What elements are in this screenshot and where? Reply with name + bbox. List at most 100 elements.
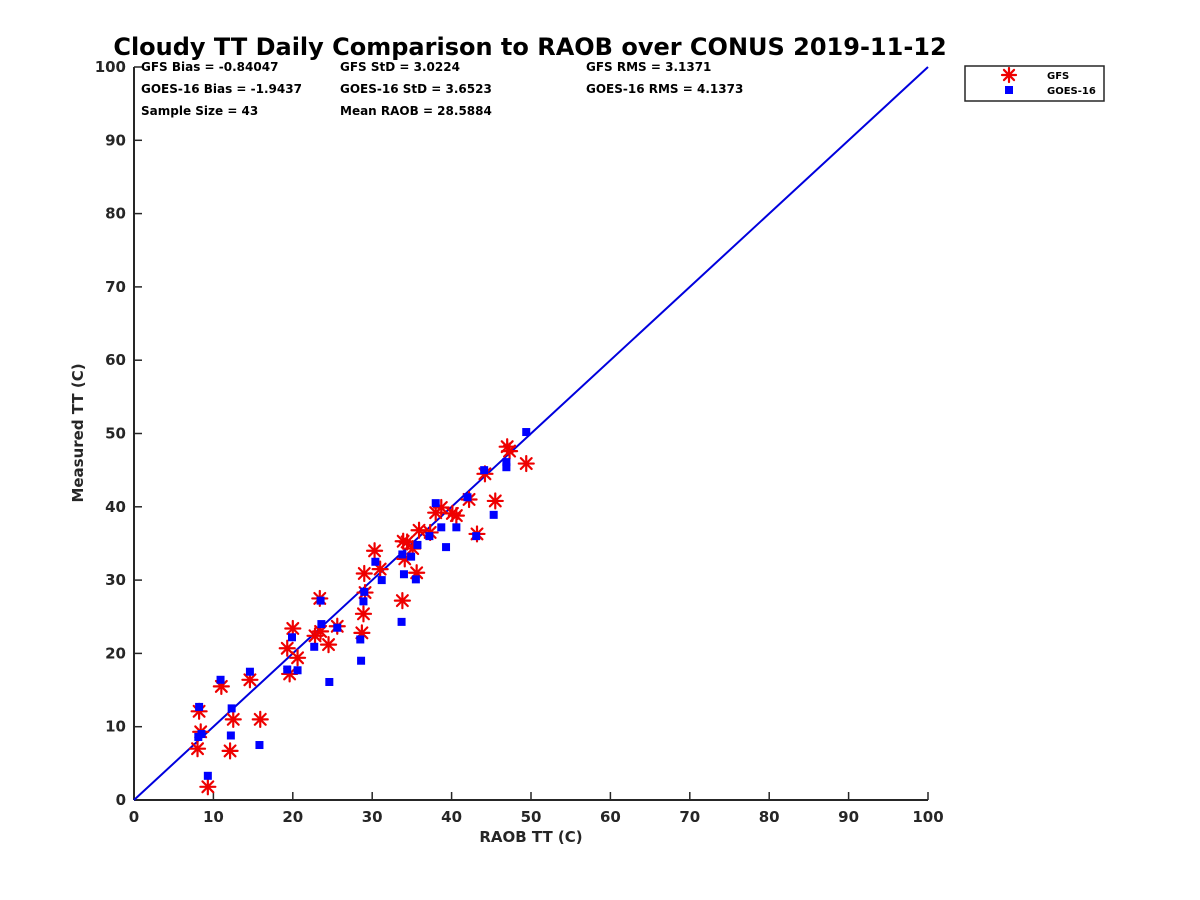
goes-16-point xyxy=(407,552,416,561)
stat-sample-size: Sample Size = 43 xyxy=(141,104,258,118)
y-tick-label: 70 xyxy=(105,278,126,296)
gfs-point xyxy=(221,742,239,760)
gfs-point xyxy=(319,636,338,654)
gfs-point xyxy=(486,492,504,510)
x-tick-label: 80 xyxy=(759,808,780,826)
goes-16-point xyxy=(325,677,334,686)
gfs-point xyxy=(199,778,217,796)
goes-16-point xyxy=(195,702,204,711)
y-tick-label: 40 xyxy=(105,498,126,516)
stat-goes-bias: GOES-16 Bias = -1.9437 xyxy=(141,82,302,96)
goes-16-point xyxy=(377,576,386,585)
x-tick-label: 40 xyxy=(441,808,462,826)
goes-16-point xyxy=(333,623,342,632)
goes-16-point xyxy=(203,771,212,780)
goes-16-point xyxy=(283,665,292,674)
goes-16-point xyxy=(452,523,461,532)
gfs-point xyxy=(188,740,207,758)
goes-16-point xyxy=(316,596,325,605)
legend-gfs-label: GFS xyxy=(1047,71,1069,82)
y-tick-label: 80 xyxy=(105,205,126,223)
x-tick-label: 20 xyxy=(282,808,303,826)
y-tick-label: 30 xyxy=(105,571,126,589)
stat-gfs-std: GFS StD = 3.0224 xyxy=(340,60,460,74)
gfs-point xyxy=(393,592,411,610)
goes-16-point xyxy=(359,597,368,606)
gfs-point xyxy=(251,710,269,728)
gfs-point xyxy=(410,521,428,539)
goes-16-point xyxy=(472,532,481,541)
goes-16-point xyxy=(371,557,380,566)
x-tick-label: 50 xyxy=(521,808,542,826)
goes-16-point xyxy=(463,493,472,502)
goes-16-point xyxy=(356,635,365,644)
goes-16-point xyxy=(310,642,319,651)
y-tick-label: 10 xyxy=(105,718,126,736)
y-tick-label: 0 xyxy=(116,791,126,809)
chart-title: Cloudy TT Daily Comparison to RAOB over … xyxy=(113,33,946,61)
legend-box xyxy=(964,65,1105,102)
gfs-point xyxy=(517,454,535,473)
goes-16-point xyxy=(411,575,420,584)
series-goes-16 xyxy=(194,428,531,780)
gfs-point xyxy=(500,442,519,460)
y-ticks: 0 10 20 30 40 50 60 70 80 90 100 xyxy=(95,58,142,809)
goes-16-point xyxy=(197,730,206,739)
gfs-point xyxy=(365,542,384,560)
goes-16-point xyxy=(226,731,235,740)
x-tick-label: 30 xyxy=(362,808,383,826)
gfs-point xyxy=(278,639,296,657)
stat-goes-rms: GOES-16 RMS = 4.1373 xyxy=(586,82,743,96)
legend-goes-marker xyxy=(1005,86,1013,94)
goes-16-point xyxy=(480,466,489,475)
x-tick-label: 0 xyxy=(129,808,139,826)
x-tick-label: 60 xyxy=(600,808,621,826)
stat-goes-std: GOES-16 StD = 3.6523 xyxy=(340,82,492,96)
goes-16-point xyxy=(502,463,511,472)
goes-16-point xyxy=(216,675,225,684)
goes-16-point xyxy=(317,620,326,629)
y-tick-label: 50 xyxy=(105,425,126,443)
goes-16-point xyxy=(522,428,531,437)
goes-16-point xyxy=(293,666,302,675)
x-tick-label: 10 xyxy=(203,808,224,826)
stat-gfs-bias: GFS Bias = -0.84047 xyxy=(141,60,278,74)
goes-16-point xyxy=(431,499,440,508)
gfs-point xyxy=(224,710,242,728)
goes-16-point xyxy=(245,667,254,676)
x-tick-label: 100 xyxy=(912,808,943,826)
gfs-point xyxy=(447,506,465,525)
gfs-point xyxy=(355,564,373,583)
y-tick-label: 20 xyxy=(105,644,126,662)
y-axis-label: Measured TT (C) xyxy=(69,363,87,502)
goes-16-point xyxy=(288,633,297,642)
gfs-point xyxy=(354,605,373,623)
legend-goes-label: GOES-16 xyxy=(1047,86,1096,97)
gfs-point xyxy=(371,560,389,578)
stat-mean-raob: Mean RAOB = 28.5884 xyxy=(340,104,492,118)
goes-16-point xyxy=(227,704,236,713)
legend-gfs-marker xyxy=(1000,66,1018,84)
goes-16-point xyxy=(502,458,511,467)
goes-16-point xyxy=(357,656,366,665)
goes-16-point xyxy=(425,532,434,541)
one-to-one-line xyxy=(133,66,929,801)
x-tick-label: 90 xyxy=(838,808,859,826)
goes-16-point xyxy=(413,540,422,549)
legend-gfs-asterisk xyxy=(1000,66,1018,84)
goes-16-point xyxy=(360,587,369,596)
series-gfs xyxy=(188,438,535,796)
stats-block: GFS Bias = -0.84047 GFS StD = 3.0224 GFS… xyxy=(141,60,743,118)
legend: GFS GOES-16 xyxy=(964,65,1105,102)
goes-16-point xyxy=(437,523,446,532)
goes-16-point xyxy=(398,550,407,559)
x-tick-label: 70 xyxy=(679,808,700,826)
x-axis-label: RAOB TT (C) xyxy=(479,828,582,846)
y-tick-label: 60 xyxy=(105,351,126,369)
goes-16-point xyxy=(442,543,451,552)
goes-16-point xyxy=(489,510,498,519)
stat-gfs-rms: GFS RMS = 3.1371 xyxy=(586,60,711,74)
goes-16-point xyxy=(399,570,408,579)
